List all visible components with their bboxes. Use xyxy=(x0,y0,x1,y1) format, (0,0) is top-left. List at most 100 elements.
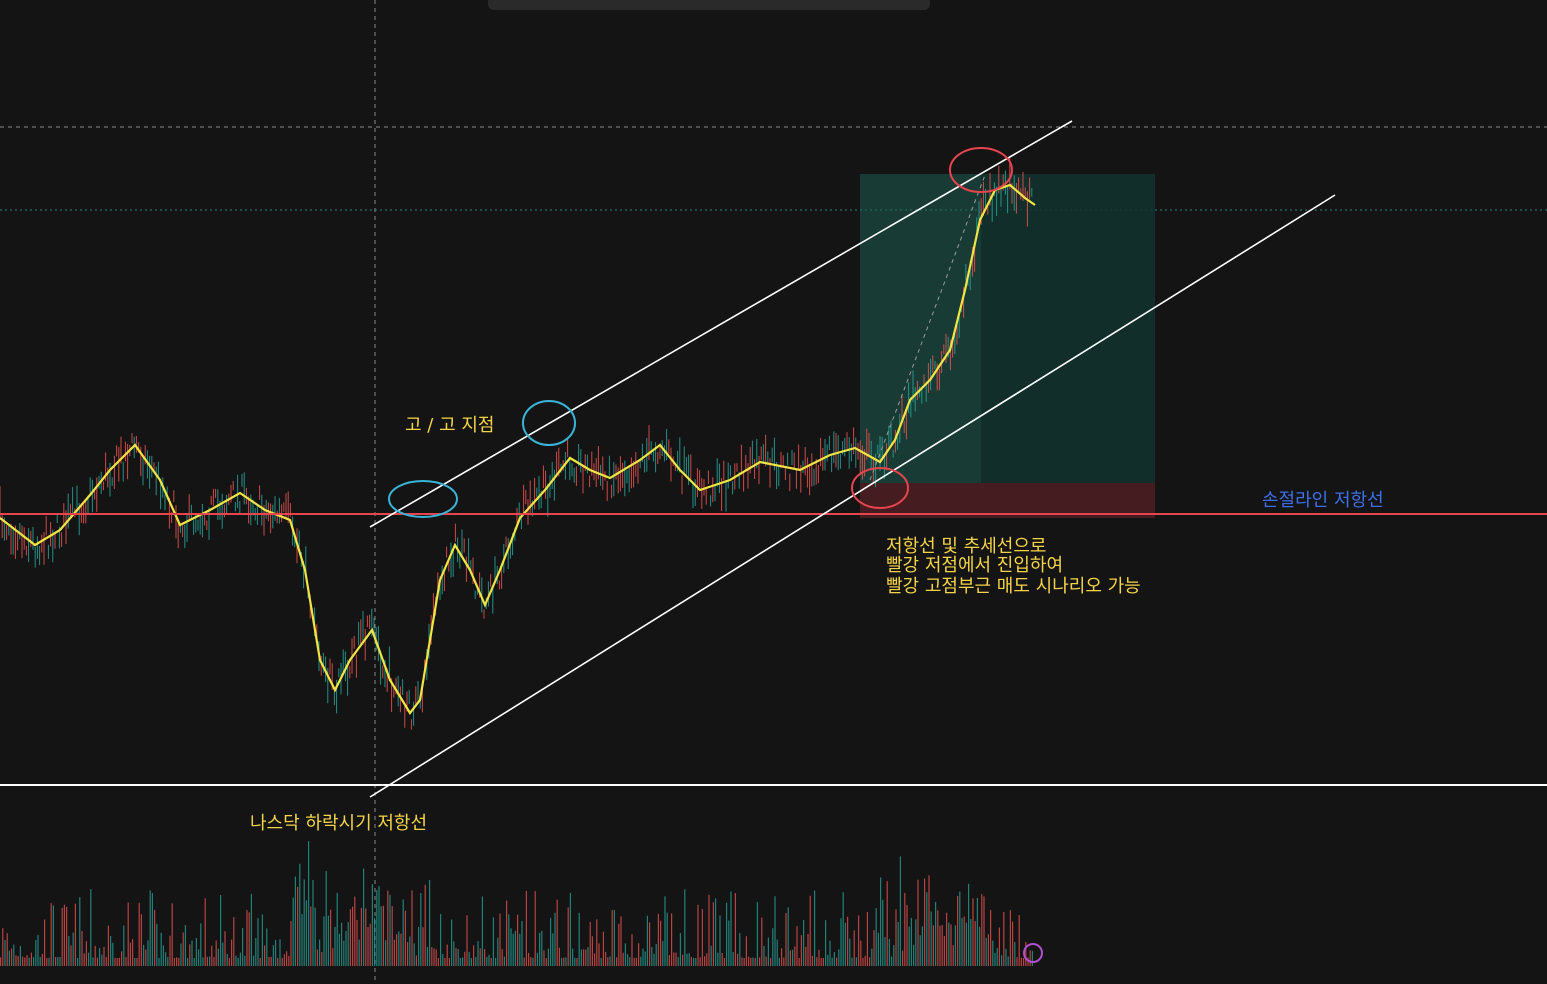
volume-bar xyxy=(569,893,571,966)
volume-bar xyxy=(770,957,772,966)
volume-bar xyxy=(970,919,972,966)
volume-bar xyxy=(57,957,59,966)
volume-bar xyxy=(710,945,712,966)
volume-bar xyxy=(565,957,567,966)
volume-bar xyxy=(877,932,879,966)
volume-bar xyxy=(976,897,978,966)
volume-bar xyxy=(684,889,686,966)
volume-bar xyxy=(316,949,318,966)
volume-bar xyxy=(235,955,237,966)
volume-bar xyxy=(213,957,215,966)
volume-bar xyxy=(103,946,105,966)
volume-bar xyxy=(462,957,464,966)
volume-bar xyxy=(904,893,906,966)
volume-bar xyxy=(426,946,428,966)
volume-bar xyxy=(327,915,329,966)
volume-bar xyxy=(112,942,114,966)
volume-bar xyxy=(981,894,983,966)
volume-bar xyxy=(63,904,65,966)
volume-bar xyxy=(475,956,477,966)
volume-bar xyxy=(789,950,791,966)
volume-bar xyxy=(734,892,736,966)
volume-bar xyxy=(754,957,756,966)
volume-bar xyxy=(1007,956,1009,966)
volume-bar xyxy=(125,957,127,966)
volume-bar xyxy=(143,944,145,966)
toolbar[interactable] xyxy=(488,0,930,10)
volume-bar xyxy=(783,957,785,966)
volume-bar xyxy=(400,933,402,966)
volume-bar xyxy=(580,949,582,966)
volume-bar xyxy=(554,912,556,966)
volume-bar xyxy=(787,907,789,966)
volume-bar xyxy=(490,957,492,966)
volume-bar xyxy=(882,899,884,966)
volume-bar xyxy=(288,956,290,966)
volume-bar xyxy=(864,955,866,966)
volume-bar xyxy=(745,936,747,966)
volume-bar xyxy=(862,957,864,966)
volume-bar xyxy=(433,948,435,966)
volume-bar xyxy=(921,926,923,966)
volume-bar xyxy=(354,896,356,966)
volume-bar xyxy=(640,956,642,966)
volume-bar xyxy=(420,893,422,966)
volume-bar xyxy=(992,940,994,966)
volume-bar xyxy=(721,952,723,966)
volume-bar xyxy=(1031,950,1033,966)
volume-bar xyxy=(974,921,976,966)
volume-bar xyxy=(200,923,202,966)
volume-bar xyxy=(1020,957,1022,966)
volume-bar xyxy=(411,890,413,966)
volume-bar xyxy=(1023,957,1025,966)
volume-bar xyxy=(814,890,816,966)
volume-bar xyxy=(308,841,310,966)
volume-bar xyxy=(237,957,239,966)
volume-bar xyxy=(849,938,851,966)
volume-bar xyxy=(396,934,398,966)
volume-bar xyxy=(481,896,483,966)
volume-bar xyxy=(547,948,549,966)
volume-bar xyxy=(1025,941,1027,966)
volume-bar xyxy=(114,957,116,966)
volume-bar xyxy=(123,925,125,966)
volume-bar xyxy=(855,957,857,966)
volume-bar xyxy=(932,925,934,966)
volume-bar xyxy=(435,949,437,966)
alert-icon[interactable] xyxy=(1023,943,1043,963)
volume-bar xyxy=(378,886,380,966)
volume-bar xyxy=(147,940,149,966)
volume-bar xyxy=(545,957,547,966)
volume-bar xyxy=(550,918,552,966)
volume-bar xyxy=(796,926,798,966)
volume-bar xyxy=(646,915,648,966)
volume-bar xyxy=(750,957,752,966)
volume-bar xyxy=(886,881,888,966)
volume-bar xyxy=(37,935,39,966)
volume-bar xyxy=(732,952,734,966)
volume-bar xyxy=(668,955,670,966)
volume-bar xyxy=(497,937,499,966)
volume-bar xyxy=(455,947,457,966)
volume-bar xyxy=(418,926,420,966)
volume-bar xyxy=(160,932,162,966)
volume-bar xyxy=(699,957,701,966)
volume-bar xyxy=(723,957,725,966)
volume-bar xyxy=(404,910,406,966)
volume-bar xyxy=(356,919,358,966)
volume-bar xyxy=(576,957,578,966)
moving-average xyxy=(0,183,1036,715)
volume-bar xyxy=(798,957,800,966)
volume-bar xyxy=(902,950,904,966)
volume-bar xyxy=(697,904,699,966)
volume-bar xyxy=(468,951,470,966)
volume-bar xyxy=(895,909,897,966)
volume-bar xyxy=(998,927,1000,966)
volume-bar xyxy=(807,933,809,966)
volume-bar xyxy=(556,899,558,966)
volume-bar xyxy=(77,957,79,966)
volume-bar xyxy=(266,928,268,966)
volume-bar xyxy=(651,947,653,966)
volume-bar xyxy=(759,957,761,966)
volume-bar xyxy=(239,952,241,966)
